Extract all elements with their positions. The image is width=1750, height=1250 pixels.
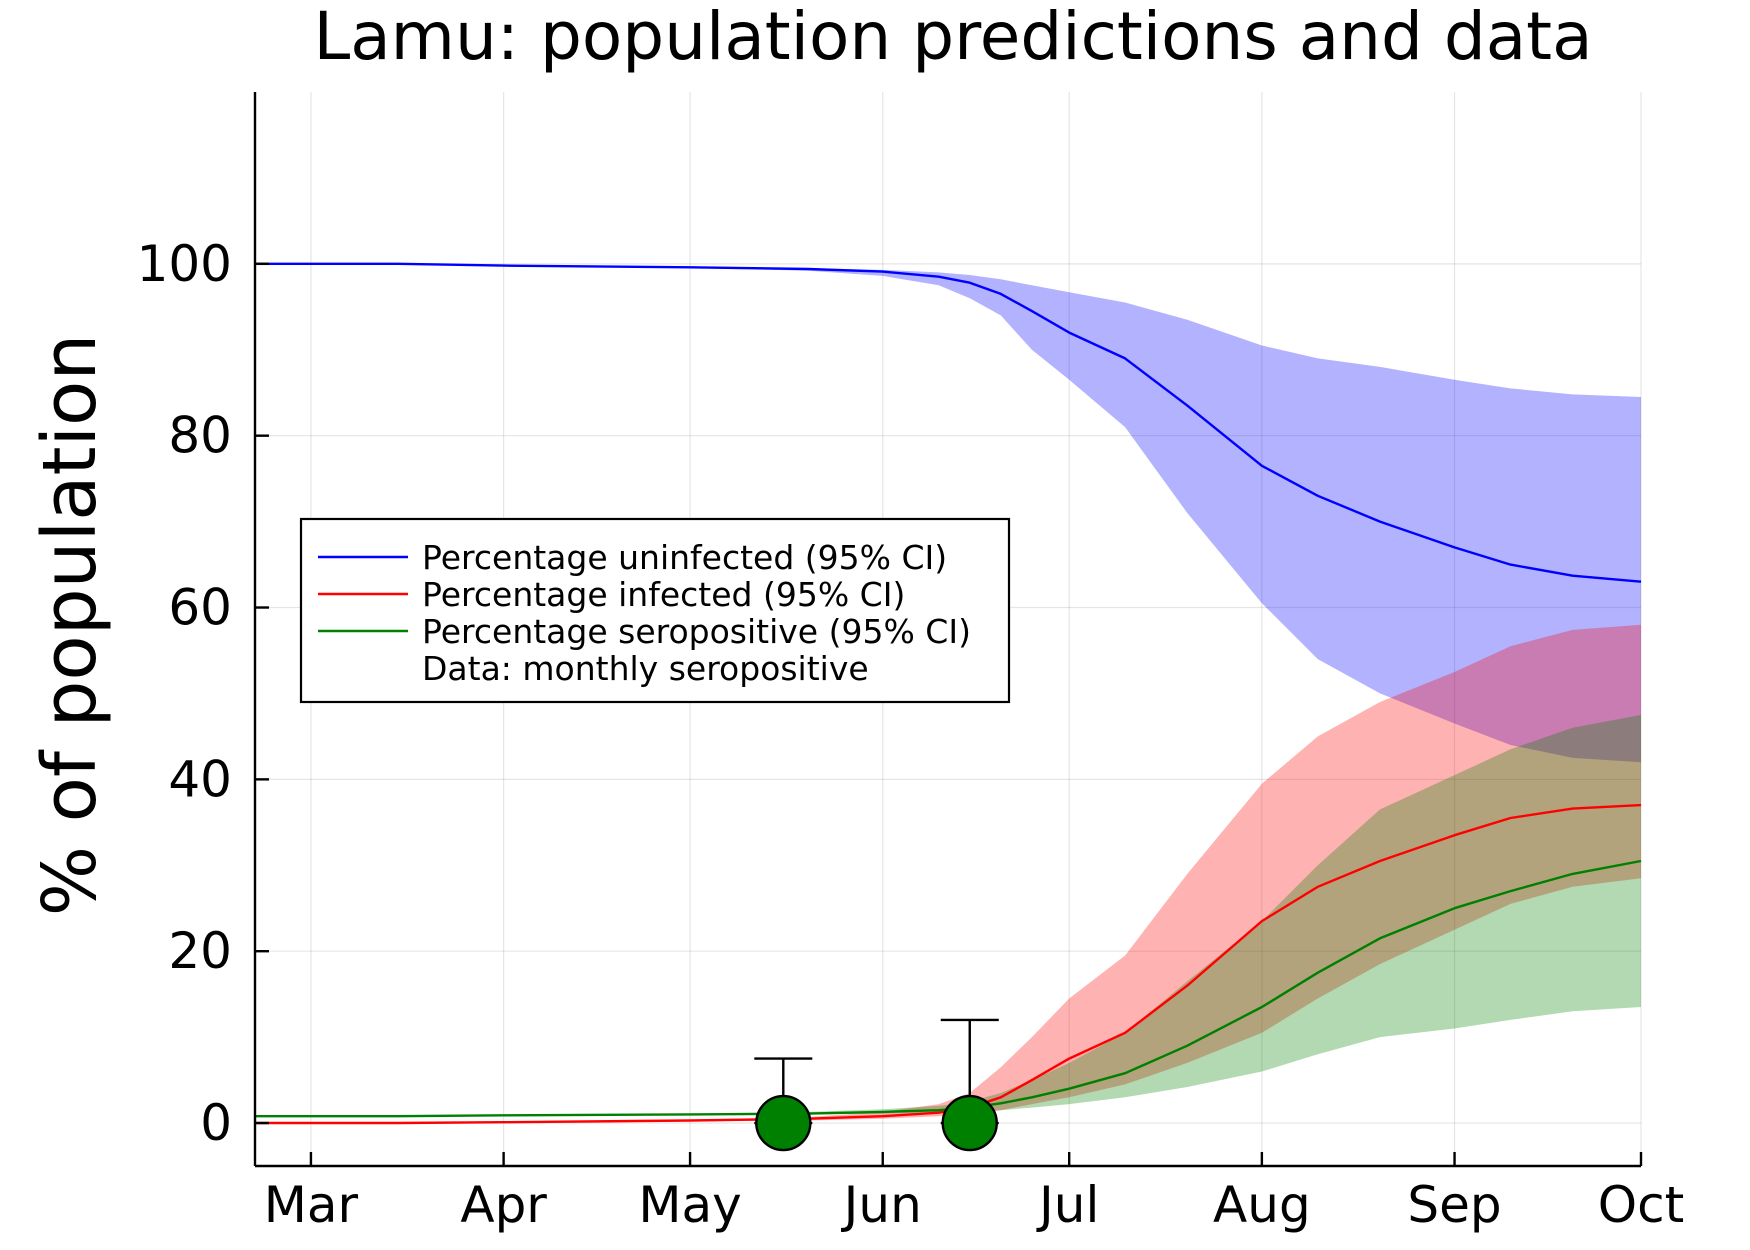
series-line-2 [255,803,1642,1125]
x-tick-label-6: Sep [1407,1176,1501,1234]
data-points [754,1018,999,1152]
y-tick-label-4: 80 [168,407,232,465]
legend-entry-1: Percentage uninfected (95% CI) [422,538,947,577]
data-point-2 [941,1094,998,1152]
legend: Percentage uninfected (95% CI)Percentage… [299,517,1011,704]
x-tick-label-3: Jun [841,1176,922,1234]
x-tick-label-2: May [638,1176,741,1234]
legend-box [299,517,1011,704]
y-tick-label-0: 0 [200,1094,232,1152]
x-tick-label-0: Mar [264,1176,359,1234]
series-line-3 [255,859,1642,1118]
y-tick-label-2: 40 [168,750,232,808]
x-tick-label-1: Apr [460,1176,547,1234]
axes: Mar Apr May Jun Jul Aug Sep Oct 0 20 40 60 80 100 [137,92,1684,1234]
ci-band-3 [255,714,1641,1117]
chart-title: Lamu: population predictions and data [313,0,1592,75]
legend-entry-4: Data: monthly seropositive [422,649,869,688]
y-tick-label-5: 100 [137,235,232,293]
x-tick-label-7: Oct [1598,1176,1684,1234]
x-tick-label-5: Aug [1213,1176,1311,1234]
ci-band-2 [255,624,1641,1123]
y-tick-label-1: 20 [168,922,232,980]
data-point-1 [755,1094,812,1152]
legend-entry-3: Percentage seropositive (95% CI) [422,612,971,651]
ci-band-1 [255,263,1641,763]
y-axis-label: % of population [27,334,113,916]
x-tick-label-4: Jul [1036,1176,1099,1234]
series-lines [255,262,1642,1125]
series-line-1 [255,262,1642,583]
legend-entry-2: Percentage infected (95% CI) [422,575,905,614]
y-tick-label-3: 60 [168,579,232,637]
confidence-bands [255,263,1641,1123]
